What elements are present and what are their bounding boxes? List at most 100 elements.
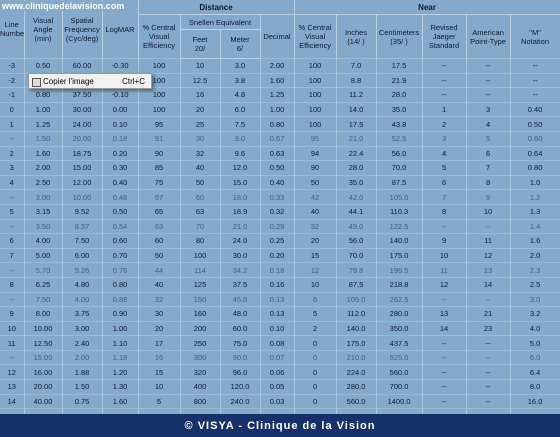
cell: 110.3 [376,203,423,220]
cell: -2 [0,72,25,88]
cell: 30 [180,130,221,147]
context-menu[interactable]: Copier l'image Ctrl+C [28,73,152,89]
cell: 37.5 [220,276,261,292]
cell: 13 [0,379,25,395]
cell: 0.40 [102,174,139,190]
cell: 0.88 [102,291,139,307]
cell: 12.5 [180,72,221,88]
cell: 0.70 [102,247,139,263]
cell: 15.0 [220,174,261,190]
cell: 1.20 [102,364,139,380]
cell: -- [466,379,511,395]
cell: 28.0 [376,87,423,103]
table-row: -- 7.50 4.00 0.88 32 150 45.0 0.13 6 105.0 262.5 --… [0,291,560,307]
cell: 94 [294,145,337,161]
cell: 0.48 [102,189,139,205]
cell: 125 [180,276,221,292]
cell: -3 [0,58,25,74]
cell: 45.0 [220,291,261,307]
cell: 60.00 [62,58,103,74]
cell: 75.0 [220,335,261,351]
cell: 16.00 [24,364,63,380]
col-header: Meter 6/ [220,29,261,59]
cell: 20 [294,233,337,249]
cell: 1 [422,101,467,117]
cell: 3 [466,101,511,117]
cell: 0.80 [510,160,560,176]
cell: 90.0 [220,349,261,365]
cell: 6 [422,174,467,190]
cell: 90 [294,160,337,176]
cell: -0.30 [102,58,139,74]
cell: 16.0 [510,393,560,409]
cell: -- [422,218,467,234]
cell: 3 [422,130,467,147]
cell: 200 [180,320,221,336]
cell: 75 [138,174,181,190]
cell: 2.00 [260,58,295,74]
col-header: Decimal [260,14,295,59]
cell: 10 [466,203,511,220]
cell: 1.00 [24,101,63,117]
cell: 5 [466,130,511,147]
cell: 1.0 [510,174,560,190]
col-header: Centimeters (35/ ) [376,14,423,59]
cell: 280.0 [376,306,423,322]
cell: 8 [466,174,511,190]
cell: -- [466,393,511,409]
cell: -- [422,58,467,74]
cell: 7.0 [336,58,377,74]
cell: 0.20 [260,247,295,263]
col-header: Inches (14/ ) [336,14,377,59]
cell: 0.64 [510,145,560,161]
cell: 1.25 [260,87,295,103]
cell: 112.0 [336,306,377,322]
cell: 0.18 [102,130,139,147]
cell: 100 [294,116,337,132]
cell: 35.0 [336,174,377,190]
cell: 1.25 [24,116,63,132]
cell: -- [422,379,467,395]
cell: 87.5 [376,174,423,190]
cell: -- [0,291,25,307]
cell: 7 [0,247,25,263]
cell: 105.0 [376,189,423,205]
cell: 34.2 [220,262,261,278]
cell: -- [422,364,467,380]
menu-item[interactable]: Copier l'image [43,76,94,86]
cell: 11 [422,262,467,278]
cell: 140.0 [336,320,377,336]
cell: 60 [138,233,181,249]
cell: 3.00 [62,320,103,336]
cell: 15 [138,364,181,380]
cell: 50 [138,247,181,263]
cell: 2.3 [510,262,560,278]
cell: 32 [294,218,337,234]
cell: 0.40 [510,101,560,117]
cell: 2.5 [510,276,560,292]
cell: 1.60 [102,393,139,409]
cell: -- [422,291,467,307]
cell: 1.6 [510,233,560,249]
cell: 1.50 [62,379,103,395]
cell: 0.33 [260,189,295,205]
cell: 10 [138,379,181,395]
cell: -- [422,87,467,103]
cell: 4.00 [24,233,63,249]
cell: 0.90 [102,306,139,322]
cell: -- [510,87,560,103]
footer: © VISYA - Clinique de la Vision [0,414,560,437]
cell: 1.3 [510,203,560,220]
cell: 17.5 [376,58,423,74]
cell: 21.0 [220,218,261,234]
cell: 437.5 [376,335,423,351]
table-row: 7 5.00 6.00 0.70 50 100 30.0 0.20 15 70.0 175.0 10 1… [0,247,560,263]
cell: 56.0 [376,145,423,161]
cell: 0.76 [102,262,139,278]
cell: 4 [422,145,467,161]
cell: 8.8 [336,72,377,88]
cell: 3.0 [510,291,560,307]
cell: 5.70 [24,262,63,278]
cell: 6.0 [510,349,560,365]
cell: 35.0 [376,101,423,117]
